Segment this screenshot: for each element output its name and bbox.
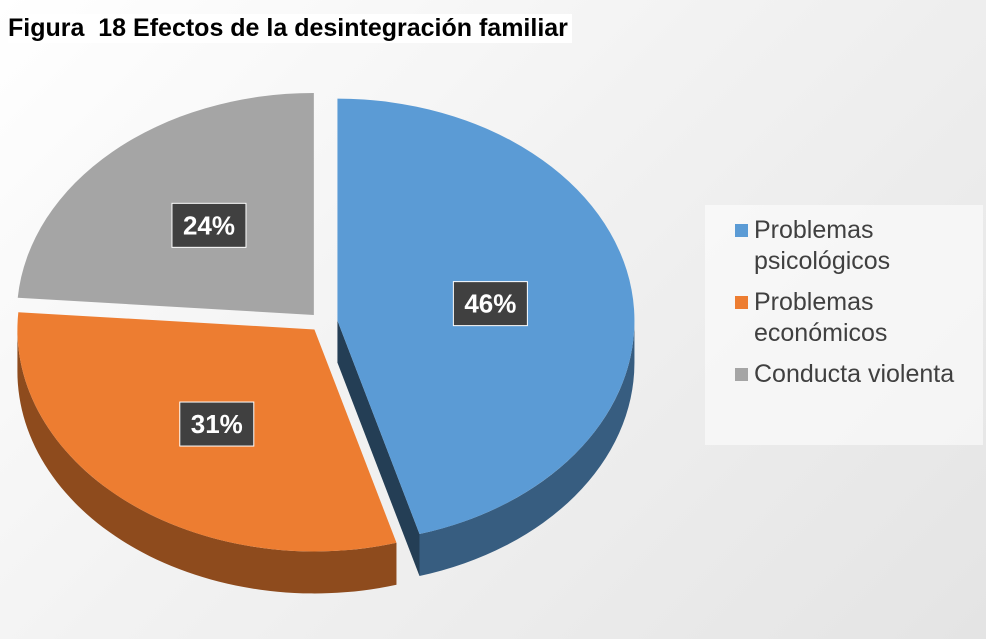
pie-side (419, 320, 635, 577)
legend-swatch (735, 224, 748, 237)
chart-title: Figura 18 Efectos de la desintegración f… (8, 14, 572, 43)
legend-label: Problemas económicos (754, 288, 888, 347)
legend-item: Conducta violenta (735, 359, 983, 390)
legend-item: Problemas psicológicos (735, 215, 983, 277)
pie-cut (337, 320, 420, 577)
data-label-box (452, 281, 528, 327)
legend-swatch (735, 368, 748, 381)
data-label-box (179, 401, 255, 447)
legend-label: Conducta violenta (754, 360, 955, 388)
pie-slice (17, 92, 314, 315)
legend-label: Problemas psicológicos (754, 216, 891, 275)
pie-sides (17, 320, 635, 594)
legend-item: Problemas económicos (735, 287, 983, 349)
data-label: 46% (464, 289, 516, 319)
data-label-box (171, 202, 247, 248)
data-label: 31% (191, 409, 243, 439)
legend: Problemas psicológicos Problemas económic… (705, 205, 983, 445)
pie-side (17, 329, 397, 594)
legend-swatch (735, 296, 748, 309)
data-label: 24% (183, 210, 235, 240)
